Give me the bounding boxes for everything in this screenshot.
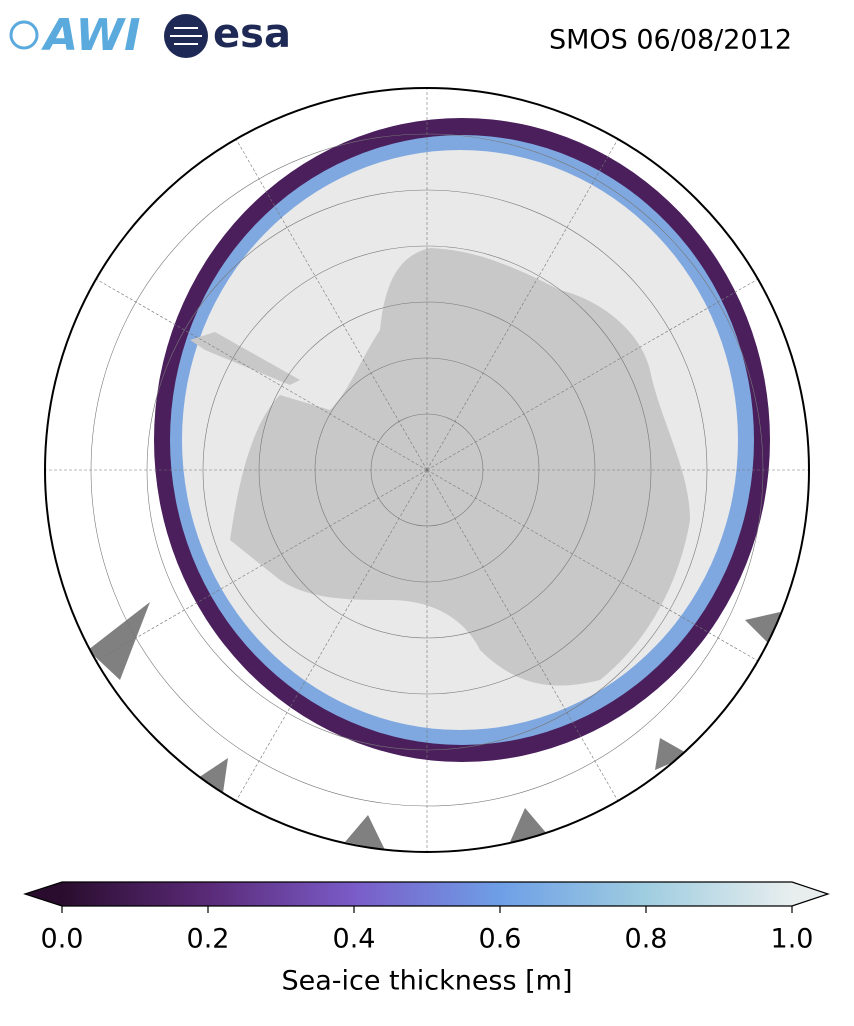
colorbar-tick-label: 0.2 — [187, 924, 230, 955]
graticule — [45, 88, 809, 852]
map — [45, 88, 809, 852]
colorbar-tick-label: 0.0 — [41, 924, 84, 955]
colorbar-tick-label: 0.6 — [479, 924, 522, 955]
esa-logo: esa — [164, 11, 291, 58]
esa-logo-text: esa — [213, 11, 291, 57]
awi-logo-text: AWI — [41, 10, 141, 61]
colorbar-extend-high — [792, 882, 828, 906]
awi-logo: AWI — [9, 10, 141, 61]
colorbar — [23, 881, 830, 907]
colorbar-tick-label: 1.0 — [771, 924, 814, 955]
antarctica — [230, 248, 690, 686]
colorbar-tick-label: 0.8 — [625, 924, 668, 955]
peninsula — [190, 332, 300, 385]
colorbar-tick-label: 0.4 — [333, 924, 376, 955]
colorbar-label: Sea-ice thickness [m] — [281, 966, 572, 997]
map-title: SMOS 06/08/2012 — [549, 25, 792, 56]
colorbar-extend-low — [25, 882, 62, 906]
colorbar-ramp — [62, 882, 792, 906]
map-border — [44, 87, 810, 853]
